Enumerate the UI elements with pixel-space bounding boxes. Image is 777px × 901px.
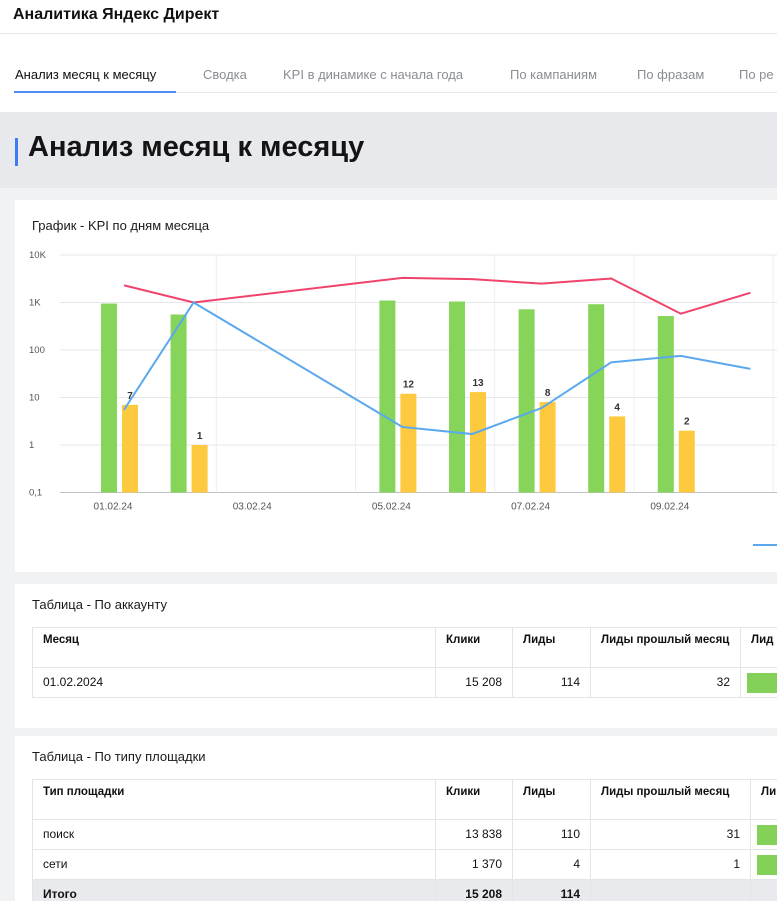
y-tick-label: 100 <box>29 345 45 356</box>
account-table: Месяц Клики Лиды Лиды прошлый месяц Лид … <box>32 627 777 698</box>
title-accent-bar <box>15 138 18 166</box>
total-row: Итого 15 208 114 <box>32 879 777 901</box>
cell-type: сети <box>32 849 436 880</box>
x-tick-label: 05.02.24 <box>372 502 411 513</box>
cell-clicks: 15 208 <box>435 667 513 698</box>
top-bar: Аналитика Яндекс Директ <box>0 0 777 34</box>
data-label: 12 <box>403 380 415 391</box>
bar-yellow <box>678 430 695 493</box>
cell-month: 01.02.2024 <box>32 667 436 698</box>
chart-card: График - KPI по дням месяца 10K 1K 100 10 1 0… <box>15 200 777 572</box>
series-line-blue <box>123 301 751 436</box>
type-table: Тип площадки Клики Лиды Лиды прошлый мес… <box>32 779 777 901</box>
column-header[interactable]: Тип площадки <box>32 779 436 820</box>
tab-bar: Анализ месяц к месяцу Сводка KPI в динам… <box>0 34 777 112</box>
data-label: 8 <box>545 388 551 399</box>
cell-total-label: Итого <box>32 879 436 901</box>
cell-total-leads: 114 <box>512 879 591 901</box>
column-header[interactable]: Лиды <box>512 627 591 668</box>
cell-leads: 110 <box>512 819 591 850</box>
table-header-row: Месяц Клики Лиды Лиды прошлый месяц Лид <box>32 627 777 668</box>
account-table-card: Таблица - По аккаунту Месяц Клики Лиды Л… <box>15 584 777 728</box>
column-header[interactable]: Клики <box>435 627 513 668</box>
cell-total-leads-prev <box>590 879 751 901</box>
bar-green <box>588 304 605 493</box>
tab-by-campaigns[interactable]: По кампаниям <box>510 67 598 82</box>
app-title: Аналитика Яндекс Директ <box>13 6 220 23</box>
series-line-red <box>123 276 751 315</box>
tab-summary[interactable]: Сводка <box>203 67 247 82</box>
bar-yellow <box>191 445 208 493</box>
bar-green <box>449 301 465 493</box>
bar-green <box>657 315 674 493</box>
cell-total-clicks: 15 208 <box>435 879 513 901</box>
type-table-title: Таблица - По типу площадки <box>32 749 206 764</box>
data-label: 1 <box>197 431 203 442</box>
column-header[interactable]: Ли % <box>750 779 777 820</box>
bar-green <box>379 300 396 493</box>
table-row: поиск 13 838 110 31 <box>32 819 777 850</box>
chart-title: График - KPI по дням месяца <box>32 218 210 233</box>
cell-total-bar <box>750 879 777 901</box>
bar-yellow <box>122 404 138 493</box>
y-tick-label: 1 <box>29 440 34 451</box>
bar-green <box>101 303 117 493</box>
cell-clicks: 13 838 <box>435 819 513 850</box>
tab-month-to-month[interactable]: Анализ месяц к месяцу <box>15 67 157 82</box>
bar-indicator <box>747 672 777 693</box>
kpi-chart: 10K 1K 100 10 1 0,1 01.02.24 03.02.24 05.02.24 07… <box>29 250 777 546</box>
y-tick-label: 0,1 <box>29 488 42 499</box>
cell-leads: 114 <box>512 667 591 698</box>
cell-leads: 4 <box>512 849 591 880</box>
y-tick-label: 1K <box>29 298 41 309</box>
column-header[interactable]: Месяц <box>32 627 436 668</box>
x-tick-label: 03.02.24 <box>233 502 272 513</box>
column-header[interactable]: Лиды прошлый месяц <box>590 779 751 820</box>
table-row: 01.02.2024 15 208 114 32 <box>32 667 777 698</box>
column-header[interactable]: Клики <box>435 779 513 820</box>
x-tick-label: 09.02.24 <box>650 502 689 513</box>
tab-by-regions[interactable]: По ре <box>739 67 774 82</box>
cell-leads-prev: 31 <box>590 819 751 850</box>
bar-yellow <box>609 416 626 493</box>
page-header: Анализ месяц к месяцу <box>0 112 777 188</box>
data-label: 7 <box>127 391 133 402</box>
bar-indicator <box>757 854 777 875</box>
bar-yellow <box>539 402 556 493</box>
y-tick-label: 10K <box>29 250 47 261</box>
data-label: 2 <box>684 417 690 428</box>
column-header[interactable]: Лиды <box>512 779 591 820</box>
bar-yellow <box>470 392 486 493</box>
column-header[interactable]: Лид <box>740 627 777 668</box>
cell-leads-bar <box>750 819 777 850</box>
bar-green <box>170 314 187 493</box>
cell-leads-bar <box>740 667 777 698</box>
page-title: Анализ месяц к месяцу <box>28 131 365 163</box>
account-table-title: Таблица - По аккаунту <box>32 597 167 612</box>
cell-clicks: 1 370 <box>435 849 513 880</box>
cell-type: поиск <box>32 819 436 850</box>
data-label: 13 <box>472 378 484 389</box>
tabs-divider <box>14 92 777 93</box>
cell-leads-bar <box>750 849 777 880</box>
bar-yellow <box>400 393 417 493</box>
x-tick-label: 01.02.24 <box>94 502 133 513</box>
cell-leads-prev: 1 <box>590 849 751 880</box>
cell-leads-prev: 32 <box>590 667 741 698</box>
bar-green <box>518 309 535 493</box>
type-table-card: Таблица - По типу площадки Тип площадки … <box>15 736 777 901</box>
bar-indicator <box>757 824 777 845</box>
tab-kpi-dynamics[interactable]: KPI в динамике с начала года <box>283 67 464 82</box>
active-tab-indicator <box>14 91 176 93</box>
y-tick-label: 10 <box>29 393 40 404</box>
table-row: сети 1 370 4 1 <box>32 849 777 880</box>
data-label: 4 <box>614 402 620 413</box>
x-tick-label: 07.02.24 <box>511 502 550 513</box>
table-header-row: Тип площадки Клики Лиды Лиды прошлый мес… <box>32 779 777 820</box>
tab-by-phrases[interactable]: По фразам <box>637 67 705 82</box>
column-header[interactable]: Лиды прошлый месяц <box>590 627 741 668</box>
